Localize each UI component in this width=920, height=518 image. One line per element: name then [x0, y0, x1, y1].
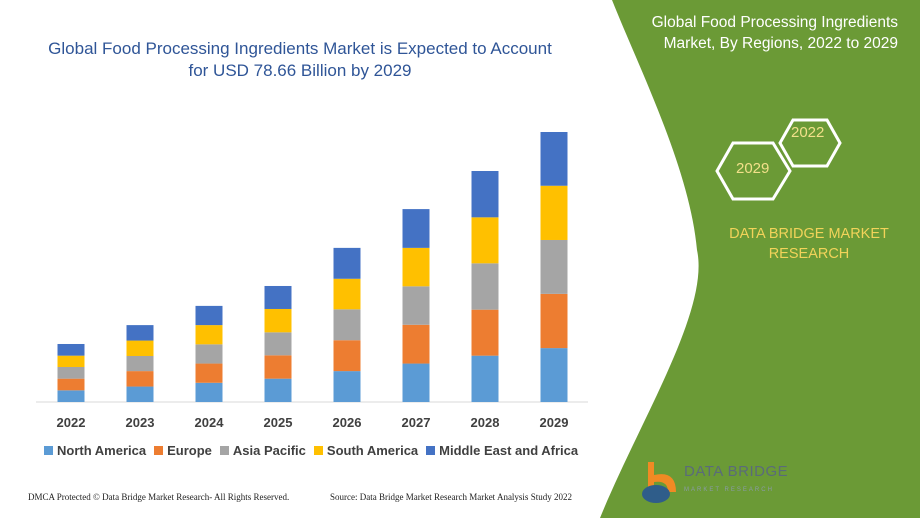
bar-segment-middle-east-and-africa-2029	[540, 132, 568, 186]
bar-segment-south-america-2022	[57, 355, 85, 367]
bar-segment-north-america-2027	[402, 363, 430, 402]
legend-swatch	[219, 446, 229, 455]
legend-swatch	[313, 446, 323, 455]
bar-segment-europe-2022	[57, 378, 85, 391]
bar-segment-europe-2028	[471, 309, 499, 356]
bar-segment-north-america-2023	[126, 386, 154, 402]
bar-segment-middle-east-and-africa-2024	[195, 305, 223, 326]
bar-segment-europe-2025	[264, 355, 292, 379]
bar-segment-middle-east-and-africa-2028	[471, 170, 499, 218]
stacked-bar-chart: 2022 2023 2024 2025 2026 2027 2028 2029	[36, 132, 588, 430]
x-tick-label: 2027	[402, 415, 431, 430]
logo-subtext: MARKET RESEARCH	[684, 487, 774, 493]
bar-segment-north-america-2025	[264, 378, 292, 402]
hexagon-2022	[778, 118, 842, 168]
bar-segment-south-america-2026	[333, 278, 361, 310]
bar-segment-north-america-2026	[333, 371, 361, 402]
hex-label-start: 2022	[791, 124, 825, 141]
logo-icon	[642, 462, 676, 503]
legend-label: Asia Pacific	[232, 443, 306, 458]
bar-segment-middle-east-and-africa-2023	[126, 325, 154, 341]
bar-segment-south-america-2027	[402, 247, 430, 287]
bar-segment-asia-pacific-2023	[126, 356, 154, 372]
bar-segment-asia-pacific-2027	[402, 286, 430, 325]
legend-swatch	[154, 446, 164, 455]
x-tick-label: 2029	[540, 415, 569, 430]
bar-segment-middle-east-and-africa-2022	[57, 343, 85, 356]
legend-item: Middle East and Africa	[426, 443, 578, 458]
legend-item: Europe	[154, 443, 212, 458]
chart-title: Global Food Processing Ingredients Marke…	[48, 39, 552, 80]
x-tick-label: 2028	[471, 415, 500, 430]
legend-label: Middle East and Africa	[439, 443, 579, 458]
bar-segment-asia-pacific-2022	[57, 366, 85, 379]
hexagon-2029	[715, 141, 792, 201]
x-tick-label: 2025	[264, 415, 293, 430]
brand-text: DATA BRIDGE MARKET RESEARCH	[729, 226, 889, 262]
legend-label: South America	[326, 443, 419, 458]
bar-segment-south-america-2029	[540, 185, 568, 240]
legend-item: North America	[44, 443, 146, 458]
x-tick-label: 2024	[195, 415, 225, 430]
bar-segment-south-america-2025	[264, 308, 292, 333]
bar-segment-europe-2023	[126, 371, 154, 387]
legend-item: South America	[313, 443, 419, 458]
legend-swatch	[426, 446, 436, 455]
bar-segment-north-america-2022	[57, 390, 85, 402]
bar-segment-middle-east-and-africa-2027	[402, 209, 430, 248]
bar-segment-europe-2026	[333, 340, 361, 372]
bar-segment-asia-pacific-2029	[540, 239, 568, 294]
bar-segment-asia-pacific-2025	[264, 332, 292, 356]
bar-segment-north-america-2028	[471, 355, 499, 402]
legend-item: Asia Pacific	[219, 443, 306, 458]
bar-segment-asia-pacific-2024	[195, 344, 223, 364]
footer-source: Source: Data Bridge Market Research Mark…	[330, 492, 572, 502]
hex-label-end: 2029	[736, 160, 770, 177]
side-panel-title: Global Food Processing Ingredients Marke…	[651, 14, 898, 52]
bar-segment-europe-2024	[195, 363, 223, 383]
legend-label: Europe	[167, 443, 212, 458]
bar-segment-south-america-2023	[126, 340, 154, 357]
bar-segment-asia-pacific-2028	[471, 263, 499, 310]
bar-segment-europe-2027	[402, 324, 430, 364]
bar-segment-south-america-2028	[471, 217, 499, 264]
x-tick-label: 2026	[333, 415, 362, 430]
x-tick-label: 2022	[57, 415, 86, 430]
legend-swatch	[44, 446, 53, 455]
legend: North America Europe Asia Pacific South Ame…	[44, 443, 578, 458]
bar-segment-europe-2029	[540, 293, 568, 349]
footer-copyright: DMCA Protected © Data Bridge Market Rese…	[28, 492, 290, 502]
bar-segment-north-america-2024	[195, 382, 223, 402]
bar-segment-north-america-2029	[540, 348, 568, 402]
bar-segment-middle-east-and-africa-2025	[264, 285, 292, 309]
x-tick-label: 2023	[126, 415, 155, 430]
legend-label: North America	[57, 443, 147, 458]
bar-segment-south-america-2024	[195, 325, 223, 345]
bar-segment-asia-pacific-2026	[333, 309, 361, 341]
logo-text: DATA BRIDGE	[684, 463, 789, 480]
bar-segment-middle-east-and-africa-2026	[333, 247, 361, 279]
green-panel	[600, 0, 920, 518]
